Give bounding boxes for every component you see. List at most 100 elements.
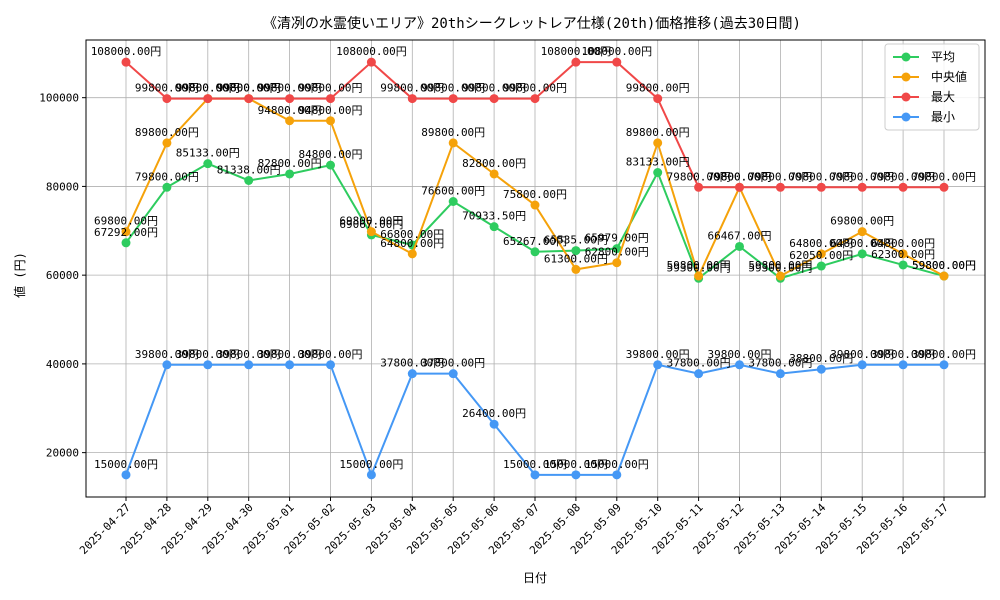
- data-label: 69067.00円: [339, 218, 403, 231]
- data-point: [694, 182, 704, 192]
- data-point: [285, 360, 295, 370]
- data-label: 64800.00円: [789, 237, 853, 250]
- legend-label: 最大: [931, 90, 955, 104]
- data-label: 39800.00円: [299, 348, 363, 361]
- data-point: [857, 182, 867, 192]
- data-point: [898, 360, 908, 370]
- data-label: 59800.00円: [667, 259, 731, 272]
- data-label: 39800.00円: [135, 348, 199, 361]
- data-point: [775, 369, 785, 379]
- data-label: 75800.00円: [503, 188, 567, 201]
- legend-label: 平均: [931, 50, 955, 64]
- data-point: [571, 246, 581, 256]
- data-label: 39800.00円: [708, 348, 772, 361]
- data-label: 99800.00円: [217, 82, 281, 95]
- data-point: [285, 94, 295, 104]
- series-0: [121, 159, 949, 283]
- data-label: 108000.00円: [336, 45, 407, 58]
- data-label: 62800.00円: [585, 246, 649, 259]
- data-label: 15000.00円: [339, 458, 403, 471]
- data-point: [448, 369, 458, 379]
- data-label: 59300.00円: [667, 261, 731, 274]
- data-label: 15000.00円: [544, 458, 608, 471]
- data-label: 99800.00円: [217, 82, 281, 95]
- data-label: 85133.00円: [176, 147, 240, 160]
- data-label: 108000.00円: [541, 45, 612, 58]
- data-label: 79800.00円: [708, 170, 772, 183]
- data-label: 83133.00円: [626, 156, 690, 169]
- data-label: 69800.00円: [339, 215, 403, 228]
- data-point: [530, 94, 540, 104]
- data-label: 79800.00円: [667, 170, 731, 183]
- data-point: [121, 57, 131, 67]
- data-label: 76600.00円: [421, 185, 485, 198]
- data-point: [244, 175, 254, 185]
- data-point: [407, 249, 417, 259]
- data-point: [857, 360, 867, 370]
- data-label: 99800.00円: [503, 82, 567, 95]
- chart-title: 《清冽の水霊使いエリア》20thシークレットレア仕様(20th)価格推移(過去3…: [263, 15, 801, 32]
- data-point: [162, 138, 172, 148]
- data-label: 94800.00円: [299, 104, 363, 117]
- legend-item: 最小: [893, 110, 955, 124]
- data-point: [816, 249, 826, 259]
- data-point: [735, 360, 744, 370]
- data-label: 89800.00円: [626, 126, 690, 139]
- data-label: 66467.00円: [708, 229, 772, 242]
- data-point: [939, 271, 949, 281]
- data-point: [448, 197, 458, 207]
- data-label: 79800.00円: [830, 170, 894, 183]
- data-point: [775, 271, 785, 281]
- data-point: [735, 241, 744, 251]
- data-point: [612, 244, 622, 254]
- data-point: [530, 247, 540, 257]
- data-label: 82800.00円: [462, 157, 526, 170]
- data-point: [816, 182, 826, 192]
- data-label: 99800.00円: [380, 82, 444, 95]
- data-label: 89800.00円: [421, 126, 485, 139]
- data-label: 59800.00円: [912, 259, 976, 272]
- data-point: [816, 364, 826, 374]
- data-label: 108000.00円: [91, 45, 162, 58]
- data-point: [407, 369, 417, 379]
- legend-label: 最小: [931, 110, 955, 124]
- data-label: 62050.00円: [789, 249, 853, 262]
- data-label: 82800.00円: [258, 157, 322, 170]
- data-point: [530, 200, 540, 210]
- data-label: 15000.00円: [94, 458, 158, 471]
- data-point: [857, 249, 867, 259]
- legend-item: 中央値: [893, 69, 967, 84]
- data-label: 99800.00円: [299, 82, 363, 95]
- data-label: 99800.00円: [421, 82, 485, 95]
- data-label: 62300.00円: [871, 248, 935, 261]
- y-tick-label: 80000: [46, 180, 79, 193]
- data-label: 79800.00円: [871, 170, 935, 183]
- series-3: [121, 360, 949, 480]
- data-point: [857, 227, 867, 237]
- data-point: [530, 470, 540, 480]
- data-label: 59800.00円: [912, 259, 976, 272]
- data-point: [121, 470, 131, 480]
- data-point: [203, 159, 213, 169]
- data-point: [735, 182, 744, 192]
- data-point: [612, 258, 622, 268]
- data-label: 69800.00円: [94, 215, 158, 228]
- series-lines: [121, 57, 949, 480]
- data-point: [407, 94, 417, 104]
- y-tick-label: 60000: [46, 269, 79, 282]
- data-label: 84800.00円: [299, 148, 363, 161]
- data-point: [898, 249, 908, 259]
- data-label: 79800.00円: [789, 170, 853, 183]
- data-point: [162, 182, 172, 192]
- legend-item: 最大: [893, 90, 955, 104]
- data-point: [244, 360, 254, 370]
- data-point: [489, 222, 499, 232]
- data-point: [653, 138, 663, 148]
- data-point: [326, 160, 335, 170]
- data-label: 39800.00円: [830, 348, 894, 361]
- data-label: 99800.00円: [462, 82, 526, 95]
- data-point: [939, 360, 949, 370]
